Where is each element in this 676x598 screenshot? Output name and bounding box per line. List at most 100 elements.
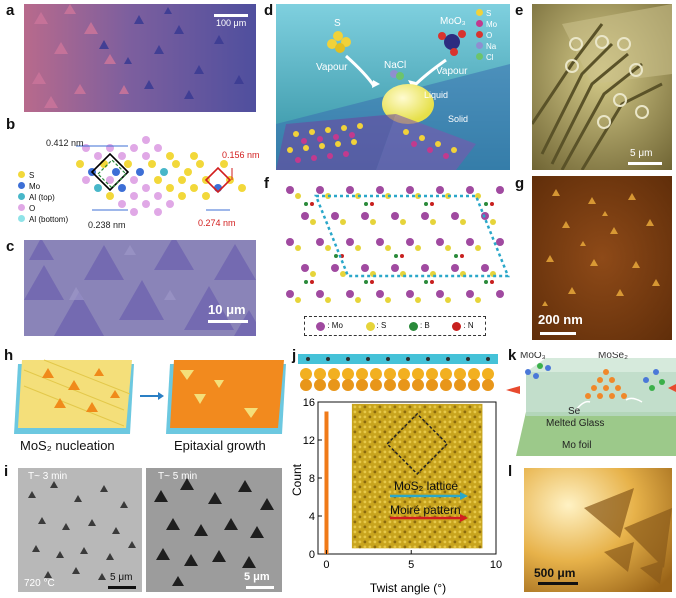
panel-j-moire-inset bbox=[351, 403, 483, 549]
panel-k-glass-label: Melted Glass bbox=[546, 418, 605, 429]
panel-i-temp: 720 °C bbox=[24, 578, 55, 589]
panel-label-c: c bbox=[6, 238, 15, 255]
panel-d-legend-item: O bbox=[476, 30, 497, 41]
panel-d-vapour-left: Vapour bbox=[316, 62, 348, 73]
panel-label-k: k bbox=[508, 347, 517, 364]
panel-g-scale-label: 200 nm bbox=[538, 312, 583, 327]
panel-k-schematic: MoO₃ MoSe₂ Se Melted Glass Mo foil bbox=[506, 352, 676, 458]
panel-a-scale-bar bbox=[214, 14, 248, 17]
panel-j-y-axis-label: Count bbox=[290, 463, 304, 496]
panel-g-scale-bar bbox=[540, 332, 576, 335]
panel-d-nacl-label: NaCl bbox=[384, 60, 407, 71]
panel-label-e: e bbox=[515, 2, 524, 19]
panel-k-svg bbox=[506, 358, 676, 456]
panel-label-i: i bbox=[4, 463, 9, 480]
panel-d-sulfur-cluster bbox=[327, 31, 351, 53]
panel-f-svg bbox=[286, 186, 510, 303]
panel-i-right-scale-label: 5 μm bbox=[244, 571, 270, 583]
panel-h-right-caption: Epitaxial growth bbox=[174, 438, 266, 453]
panel-f-legend-item: : N bbox=[452, 321, 474, 331]
panel-a-triangles bbox=[24, 4, 256, 112]
panel-j-arrow-moire bbox=[390, 514, 468, 522]
panel-j-chart: 0 4 8 12 16 0 5 10 Count Twist angle (°) MoS₂ … bbox=[290, 394, 502, 598]
panel-b-dim-0412: 0.412 nm bbox=[46, 138, 84, 148]
panel-b-lattice-svg bbox=[76, 136, 246, 216]
panel-j-annotation-lattice: MoS₂ lattice bbox=[394, 479, 458, 493]
panel-j-x-tick-label: 10 bbox=[490, 559, 502, 571]
panel-label-l: l bbox=[508, 463, 513, 480]
panel-j-annotation-moire: Moiré pattern bbox=[390, 503, 461, 517]
panel-j-y-tick-label: 8 bbox=[309, 473, 315, 485]
panel-label-h: h bbox=[4, 347, 14, 364]
panel-d-solid-label: Solid bbox=[448, 114, 469, 124]
panel-label-d: d bbox=[264, 2, 274, 19]
panel-c-scale-label: 10 μm bbox=[208, 302, 246, 317]
panel-j-lattice bbox=[298, 350, 498, 392]
panel-a-scale-label: 100 μm bbox=[216, 18, 247, 28]
panel-i-left-svg bbox=[28, 481, 136, 580]
panel-d-liquid-label: Liquid bbox=[424, 90, 449, 100]
panel-j-x-tick-label: 5 bbox=[408, 559, 414, 571]
panel-d-svg bbox=[276, 4, 510, 170]
panel-l-scale-label: 500 μm bbox=[534, 566, 576, 580]
panel-b-legend-item: Al (top) bbox=[18, 192, 68, 203]
panel-b-legend-item: S bbox=[18, 170, 68, 181]
panel-e-micrograph: 5 μm bbox=[532, 4, 672, 170]
panel-j-lattice-svg bbox=[298, 354, 498, 391]
panel-f-legend-item: : S bbox=[365, 321, 386, 331]
panel-b-dim-0156: 0.156 nm bbox=[222, 150, 260, 160]
panel-k-foil-label: Mo foil bbox=[562, 440, 592, 451]
panel-j-y-tick-label: 16 bbox=[303, 397, 315, 409]
panel-j-bar bbox=[324, 411, 329, 554]
panel-i-left-scale-bar bbox=[108, 586, 136, 589]
panel-i-sem-right: T~ 5 min 5 μm bbox=[146, 468, 282, 592]
panel-k-se-label: Se bbox=[568, 406, 581, 417]
panel-d-legend-item: Mo bbox=[476, 19, 497, 30]
panel-d-legend-item: Cl bbox=[476, 52, 497, 63]
panel-d-legend-item: Na bbox=[476, 41, 497, 52]
panel-h-schematic: MoS₂ nucleation Epitaxial growth bbox=[14, 350, 286, 458]
panel-b-dim-0274: 0.274 nm bbox=[198, 218, 236, 228]
panel-j-y-tick-label: 0 bbox=[309, 549, 315, 561]
panel-d-vapour-right: Vapour bbox=[436, 66, 468, 77]
panel-l-micrograph: 500 μm bbox=[524, 468, 672, 592]
panel-j-y-tick-label: 12 bbox=[303, 435, 315, 447]
panel-i-sem-left: T~ 3 min 720 °C 5 μm bbox=[18, 468, 142, 592]
panel-label-a: a bbox=[6, 2, 15, 19]
panel-b-legend-item: Al (bottom) bbox=[18, 214, 68, 225]
panel-f-legend-item: : Mo bbox=[316, 321, 343, 331]
panel-i-right-time: T~ 5 min bbox=[158, 471, 198, 482]
panel-k-moo3-label: MoO₃ bbox=[520, 352, 546, 361]
panel-label-b: b bbox=[6, 116, 16, 133]
panel-d-schematic: S MoO₃ Vapour Vapour NaCl Liquid Solid S… bbox=[276, 4, 510, 170]
panel-i-left-scale-label: 5 μm bbox=[110, 572, 133, 583]
panel-label-f: f bbox=[264, 175, 269, 192]
panel-d-legend-item: S bbox=[476, 8, 497, 19]
panel-c-scale-bar bbox=[208, 320, 248, 323]
panel-j-x-axis-label: Twist angle (°) bbox=[370, 581, 446, 595]
panel-k-mose2-label: MoSe₂ bbox=[598, 352, 629, 361]
panel-i-right-svg bbox=[154, 478, 274, 586]
panel-i-right-scale-bar bbox=[246, 586, 274, 589]
panel-h-svg bbox=[14, 359, 286, 434]
panel-b-legend-item: O bbox=[18, 203, 68, 214]
panel-l-svg bbox=[524, 468, 672, 592]
panel-j-x-tick-label: 0 bbox=[323, 559, 329, 571]
panel-l-scale-bar bbox=[538, 582, 578, 585]
panel-d-legend: S Mo O Na Cl bbox=[476, 8, 497, 63]
panel-c-triangles bbox=[24, 240, 256, 336]
panel-j-y-tick-label: 4 bbox=[309, 511, 315, 523]
panel-g-svg bbox=[532, 176, 672, 340]
panel-d-crystal-rows bbox=[276, 114, 476, 170]
panel-h-left-caption: MoS₂ nucleation bbox=[20, 438, 115, 453]
panel-c-micrograph: 10 μm bbox=[24, 240, 256, 336]
panel-j-arrow-lattice bbox=[390, 492, 468, 500]
panel-e-svg bbox=[532, 4, 672, 170]
panel-f-legend-item: : B bbox=[408, 321, 430, 331]
panel-label-g: g bbox=[515, 175, 525, 192]
panel-b-legend-item: Mo bbox=[18, 181, 68, 192]
panel-b-legend: S Mo Al (top) O Al (bottom) bbox=[18, 170, 68, 225]
panel-e-scale-bar bbox=[628, 162, 662, 165]
panel-d-moo3-label: MoO₃ bbox=[440, 16, 466, 27]
panel-d-moo3-cluster bbox=[438, 30, 466, 56]
